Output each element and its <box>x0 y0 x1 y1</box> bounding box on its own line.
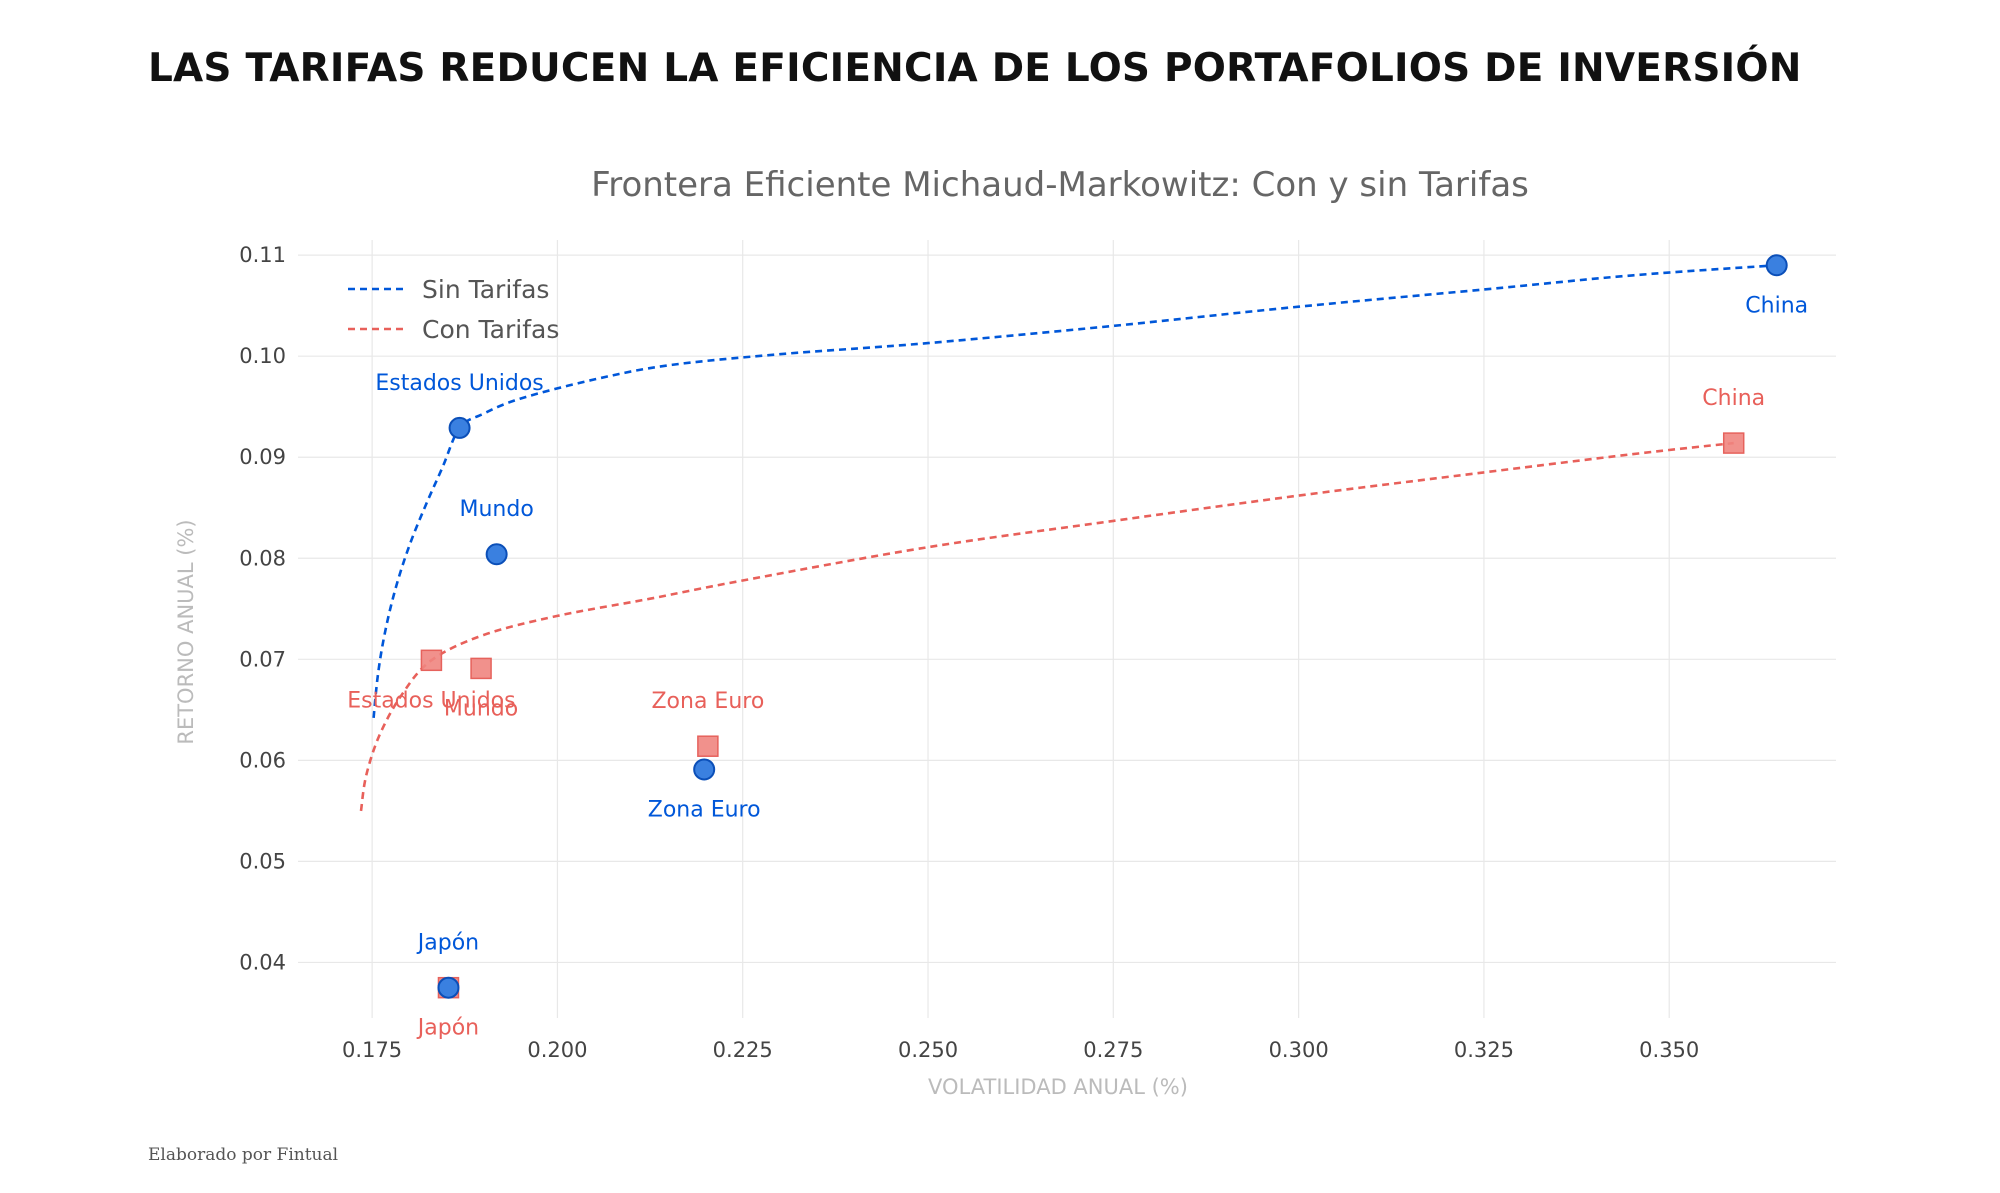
con-tarifas-label-estados-unidos: Estados Unidos <box>347 688 515 713</box>
y-axis-ticks: 0.04 0.05 0.06 0.07 0.08 0.09 0.10 0.11 <box>239 243 286 974</box>
x-tick-label: 0.275 <box>1083 1038 1143 1062</box>
con-tarifas-point-estados-unidos <box>420 649 443 672</box>
sin-tarifas-label-china: China <box>1745 293 1808 318</box>
x-axis-ticks: 0.175 0.200 0.225 0.250 0.275 0.300 0.325 0.350 <box>342 1038 1699 1062</box>
y-tick-label: 0.07 <box>239 647 286 671</box>
con-tarifas-label-china: China <box>1702 386 1765 411</box>
con-tarifas-frontier-line <box>359 441 1734 812</box>
y-tick-label: 0.04 <box>239 950 286 974</box>
legend-label-con-tarifas: Con Tarifas <box>422 315 559 344</box>
y-tick-label: 0.05 <box>239 849 286 873</box>
y-tick-label: 0.11 <box>239 243 286 267</box>
page-headline: LAS TARIFAS REDUCEN LA EFICIENCIA DE LOS… <box>148 46 1802 91</box>
con-tarifas-point-zona-euro <box>697 735 719 757</box>
sin-tarifas-frontier-line <box>372 264 1777 719</box>
x-tick-label: 0.200 <box>527 1038 587 1062</box>
con-tarifas-label-zona-euro: Zona Euro <box>651 689 764 714</box>
chart-title: Frontera Eficiente Michaud-Markowitz: Co… <box>591 165 1529 205</box>
sin-tarifas-label-mundo: Mundo <box>459 497 533 522</box>
gridlines <box>298 240 1836 1018</box>
y-tick-label: 0.06 <box>239 748 286 772</box>
x-tick-label: 0.325 <box>1454 1038 1514 1062</box>
sin-tarifas-point-china <box>1765 254 1788 277</box>
sin-tarifas-point-zona-euro <box>693 758 716 781</box>
con-tarifas-point-china <box>1722 432 1745 454</box>
x-tick-label: 0.300 <box>1269 1038 1329 1062</box>
con-tarifas-label-mundo: Mundo <box>444 696 518 721</box>
credit-note: Elaborado por Fintual <box>148 1145 339 1165</box>
x-tick-label: 0.225 <box>713 1038 773 1062</box>
sin-tarifas-label-japon: Japón <box>416 931 479 956</box>
x-tick-label: 0.250 <box>898 1038 958 1062</box>
con-tarifas-point-mundo <box>470 657 492 680</box>
legend-label-sin-tarifas: Sin Tarifas <box>422 275 549 304</box>
x-axis-label: VOLATILIDAD ANUAL (%) <box>928 1075 1188 1099</box>
y-axis-label: RETORNO ANUAL (%) <box>174 519 198 744</box>
con-tarifas-label-japon: Japón <box>416 1016 479 1041</box>
x-tick-label: 0.175 <box>342 1038 402 1062</box>
sin-tarifas-point-estados-unidos <box>448 416 471 439</box>
sin-tarifas-label-estados-unidos: Estados Unidos <box>375 371 543 396</box>
sin-tarifas-point-mundo <box>485 543 508 566</box>
sin-tarifas-label-zona-euro: Zona Euro <box>648 797 761 822</box>
x-tick-label: 0.350 <box>1639 1038 1699 1062</box>
frontier-lines <box>359 264 1777 812</box>
y-tick-label: 0.10 <box>239 344 286 368</box>
y-tick-label: 0.08 <box>239 546 286 570</box>
data-points <box>420 254 1788 999</box>
sin-tarifas-point-japon <box>437 976 460 999</box>
legend: Sin Tarifas Con Tarifas <box>348 275 559 344</box>
y-tick-label: 0.09 <box>239 445 286 469</box>
